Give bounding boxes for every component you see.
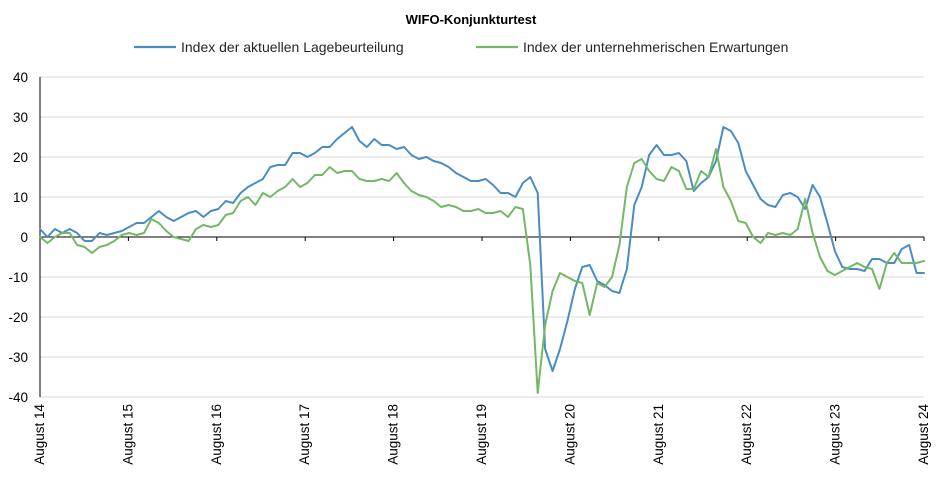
x-axis: August 14 August 15 August 16 August 17 Augu… — [32, 236, 931, 465]
y-tick-label: 0 — [20, 230, 28, 245]
y-tick-label: -20 — [8, 310, 28, 325]
x-tick-label: August 16 — [209, 404, 224, 465]
y-axis: 40 30 20 10 0 -10 -20 -30 -40 — [8, 70, 41, 405]
x-tick-label: August 22 — [739, 404, 754, 465]
gridlines — [40, 76, 924, 398]
y-tick-label: 20 — [13, 150, 28, 165]
x-tick-label: August 15 — [120, 404, 135, 465]
y-tick-label: -30 — [8, 350, 28, 365]
legend-label-series-2: Index der unternehmerischen Erwartungen — [523, 39, 788, 55]
x-tick-label: August 20 — [562, 404, 577, 465]
x-tick-label: August 23 — [828, 404, 843, 465]
series-line-2 — [39, 148, 925, 394]
legend: Index der aktuellen Lagebeurteilung Inde… — [134, 39, 788, 55]
x-tick-label: August 14 — [32, 404, 47, 465]
x-tick-label: August 24 — [916, 404, 931, 465]
x-tick-label: August 21 — [651, 404, 666, 465]
y-tick-label: 30 — [13, 110, 28, 125]
legend-label-series-1: Index der aktuellen Lagebeurteilung — [181, 39, 404, 55]
y-tick-label: -10 — [8, 270, 28, 285]
x-tick-label: August 19 — [474, 404, 489, 465]
y-tick-label: 40 — [13, 70, 28, 85]
x-tick-label: August 17 — [297, 404, 312, 465]
x-tick-label: August 18 — [386, 404, 401, 465]
y-tick-label: 10 — [13, 190, 28, 205]
y-tick-label: -40 — [8, 390, 28, 405]
series-line-1 — [39, 126, 925, 372]
plot-area — [39, 126, 925, 394]
chart-title: WIFO-Konjunkturtest — [406, 12, 537, 27]
